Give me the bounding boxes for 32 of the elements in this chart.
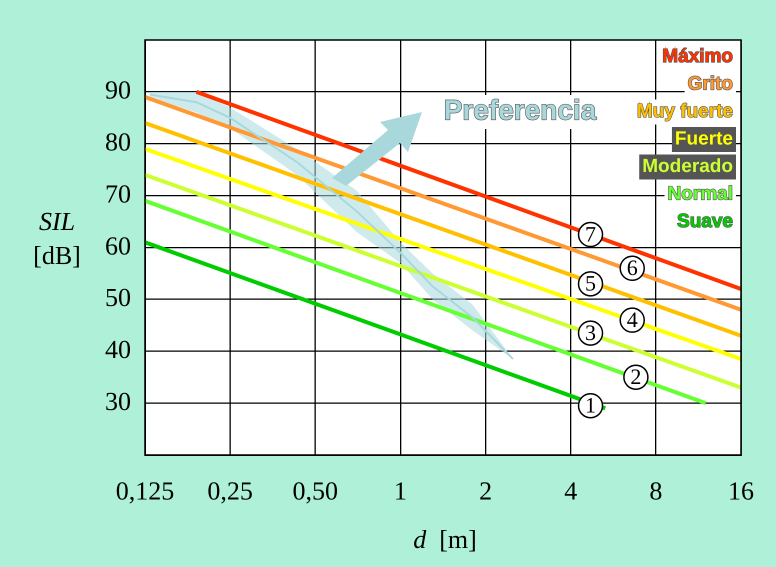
text: Moderado <box>642 156 733 178</box>
annotation: 1 <box>585 392 596 418</box>
y-tick-label: 90 <box>105 76 131 105</box>
annotation: 2 <box>630 364 642 389</box>
text: Suave <box>677 211 733 232</box>
x-axis-title: d [m] <box>412 525 478 555</box>
annotation: 5 <box>585 270 596 296</box>
y-tick-label: 60 <box>105 231 131 260</box>
x-tick-label: 16 <box>728 476 754 506</box>
text: Muy fuerte <box>636 101 733 122</box>
annotation: 4 <box>626 306 638 332</box>
y-tick-label: 50 <box>105 283 131 312</box>
x-tick-label: 0,50 <box>292 476 338 506</box>
y-tick-label: 70 <box>105 179 131 208</box>
text: Grito <box>688 74 733 95</box>
text: Preferencia <box>444 94 597 126</box>
text: Normal <box>668 184 733 205</box>
y-tick-label: 30 <box>105 386 131 416</box>
x-tick-label: 0,125 <box>116 476 174 506</box>
x-tick-label: 1 <box>394 476 407 506</box>
y-tick-label: 40 <box>105 335 131 364</box>
y-axis-title: SIL [dB] <box>32 206 82 272</box>
text: Fuerte <box>674 128 733 150</box>
annotation: 7 <box>585 221 596 246</box>
x-tick-label: 0,25 <box>207 476 253 506</box>
annotation: 3 <box>585 320 596 345</box>
x-tick-label: 8 <box>649 476 662 506</box>
x-tick-label: 4 <box>564 476 578 506</box>
x-tick-label: 2 <box>479 476 492 506</box>
text: Máximo <box>662 46 733 68</box>
annotation: 6 <box>626 255 638 280</box>
y-tick-label: 80 <box>105 128 131 157</box>
